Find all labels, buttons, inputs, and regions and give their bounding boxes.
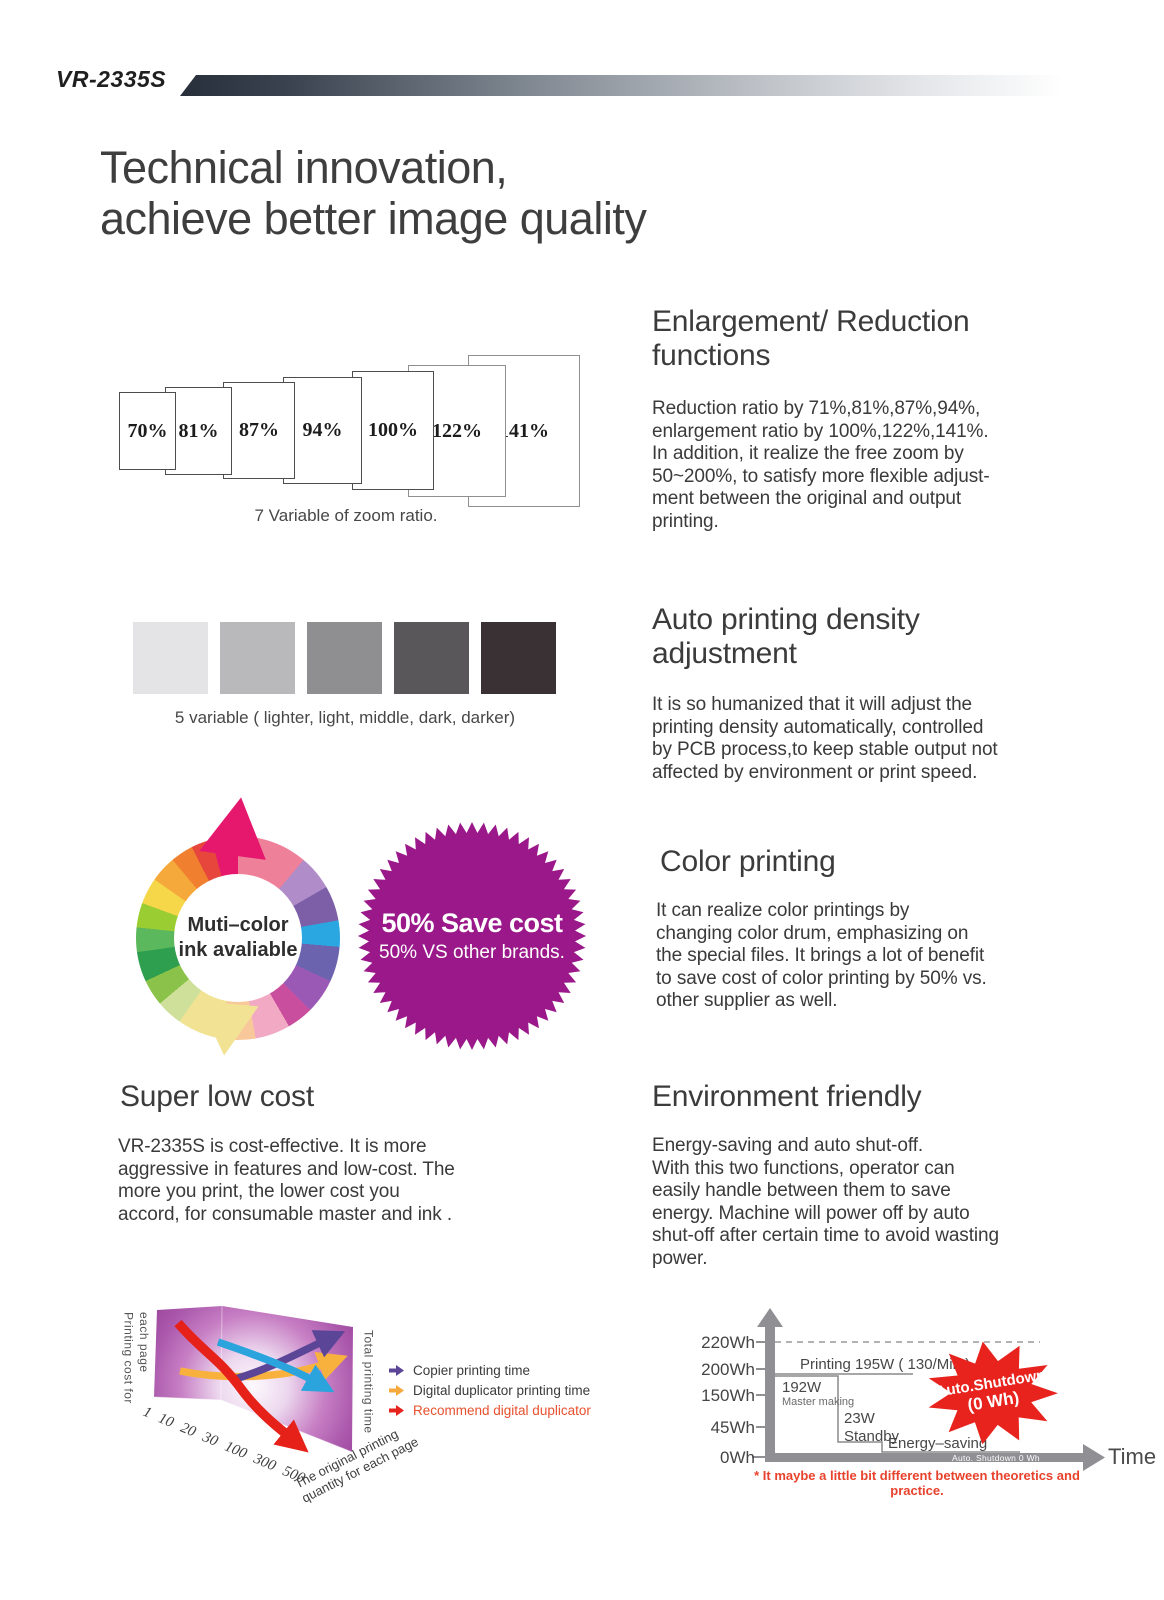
- page-title-line1: Technical innovation,: [100, 142, 508, 193]
- legend-label: Recommend digital duplicator: [413, 1402, 591, 1418]
- color-wheel-label: Muti–color ink avaliable: [174, 874, 302, 1002]
- cost-chart: [153, 1305, 353, 1453]
- y-axis: [765, 1325, 775, 1462]
- ylabel-150: 150Wh: [701, 1386, 755, 1405]
- heading-low-cost: Super low cost: [120, 1080, 314, 1113]
- legend-label: Digital duplicator printing time: [413, 1382, 591, 1398]
- heading-color-printing: Color printing: [660, 845, 836, 878]
- density-swatch-lighter: [133, 622, 208, 694]
- axis-note: Auto. Shutdown 0 Wh: [952, 1453, 1040, 1463]
- body-low-cost: VR-2335S is cost-effective. It is more a…: [118, 1136, 455, 1225]
- density-swatch-row: [133, 622, 573, 694]
- body-enlargement: Reduction ratio by 71%,81%,87%,94%, enla…: [652, 398, 990, 533]
- step1-power: 192W: [782, 1379, 822, 1396]
- badge-line1: 50% Save cost: [381, 908, 563, 938]
- step2-name: Standby: [844, 1428, 900, 1445]
- cost-chart-yright-label: Total printing time: [361, 1330, 376, 1434]
- step1-name: Master making: [782, 1396, 855, 1408]
- wheel-label-line1: Muti–color: [187, 914, 289, 936]
- body-density: It is so humanized that it will adjust t…: [652, 694, 998, 783]
- body-color-printing: It can realize color printings by changi…: [656, 900, 987, 1012]
- energy-chart: [752, 1308, 1105, 1471]
- zoom-box-94: 94%: [283, 377, 362, 484]
- zoom-box-87: 87%: [223, 382, 295, 479]
- density-swatch-dark: [394, 622, 469, 694]
- cost-chart-xticks: 1 10 20 30 100 300 500: [141, 1404, 321, 1487]
- step3-name: Energy–saving: [888, 1435, 988, 1452]
- cost-chart-legend: Copier printing time Digital duplicator …: [388, 1360, 591, 1420]
- x-axis: [765, 1453, 1085, 1462]
- save-cost-badge-text: 50% Save cost 50% VS other brands.: [356, 820, 588, 1052]
- cost-chart-yleft-label: Printing cost for each page: [121, 1312, 152, 1404]
- auto-shutdown-text: Auto.Shutdown (0 Wh): [913, 1320, 1071, 1466]
- x-axis-arrowhead-icon: [1083, 1444, 1105, 1471]
- arrow-right-icon: [389, 1384, 404, 1396]
- density-swatch-middle: [307, 622, 382, 694]
- legend-item-recommend: Recommend digital duplicator: [388, 1400, 591, 1420]
- color-wheel: Muti–color ink avaliable: [136, 797, 340, 1056]
- printing-label: Printing 195W ( 130/Min ): [800, 1356, 971, 1373]
- ylabel-45: 45Wh: [710, 1418, 755, 1437]
- series-copier-arrow: [233, 1330, 346, 1383]
- page-title: Technical innovation, achieve better ima…: [100, 142, 820, 245]
- badge-line2: 50% VS other brands.: [379, 942, 565, 963]
- ylabel-0: 0Wh: [720, 1448, 755, 1467]
- density-caption: 5 variable ( lighter, light, middle, dar…: [174, 708, 516, 727]
- ylabel-200: 200Wh: [701, 1360, 755, 1379]
- page-title-line2: achieve better image quality: [100, 192, 647, 244]
- zoom-diagram-caption: 7 Variable of zoom ratio.: [254, 506, 438, 525]
- arrow-right-icon: [389, 1404, 404, 1416]
- energy-footnote: * It maybe a little bit different betwee…: [754, 1468, 1080, 1498]
- ylabel-220: 220Wh: [701, 1333, 755, 1352]
- auto-shutdown-badge: Auto.Shutdown (0 Wh): [922, 1330, 1062, 1456]
- density-swatch-light: [220, 622, 295, 694]
- power-step-line: [775, 1375, 1020, 1453]
- y-axis-arrowhead-icon: [757, 1308, 783, 1327]
- zoom-box-100: 100%: [352, 371, 434, 490]
- heading-environment: Environment friendly: [652, 1080, 922, 1113]
- legend-item-copier: Copier printing time: [388, 1360, 591, 1380]
- starburst-icon: [358, 822, 586, 1050]
- wheel-label-line2: ink avaliable: [178, 939, 298, 961]
- time-axis-label: Time: [1108, 1444, 1157, 1469]
- legend-item-duplicator: Digital duplicator printing time: [388, 1380, 591, 1400]
- header-gradient-bar: [180, 75, 1063, 96]
- starburst-icon: [928, 1341, 1058, 1445]
- legend-label: Copier printing time: [413, 1362, 531, 1378]
- save-cost-badge: 50% Save cost 50% VS other brands.: [356, 820, 588, 1052]
- arrow-right-icon: [389, 1364, 404, 1376]
- body-environment: Energy-saving and auto shut-off. With th…: [652, 1135, 999, 1270]
- series-recommend-arrow: [174, 1319, 309, 1453]
- density-swatch-darker: [481, 622, 556, 694]
- series-blue-arrow: [216, 1338, 335, 1393]
- model-label: VR-2335S: [56, 66, 167, 92]
- heading-density: Auto printing density adjustment: [652, 603, 920, 670]
- heading-enlargement: Enlargement/ Reduction functions: [652, 305, 970, 372]
- step2-power: 23W: [844, 1410, 875, 1427]
- zoom-box-70: 70%: [119, 392, 176, 470]
